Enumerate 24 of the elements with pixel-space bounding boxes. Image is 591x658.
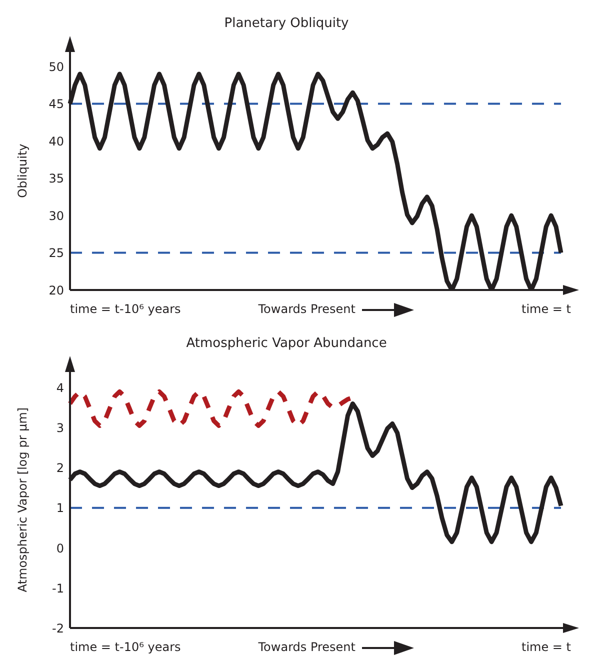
y-axis-title: Atmospheric Vapor [log pr μm]	[15, 407, 30, 592]
y-tick-label: 50	[48, 60, 64, 74]
text: Towards Present	[257, 302, 356, 316]
text: time = t	[522, 302, 572, 316]
y-tick-label: 4	[56, 381, 64, 396]
text: time = t-10⁶ years	[70, 640, 181, 654]
y-axis-title: Obliquity	[15, 144, 30, 198]
y-tick-label: 1	[56, 501, 64, 516]
y-tick-label: 3	[56, 421, 64, 436]
y-tick-label: 45	[48, 97, 64, 112]
text: time = t-10⁶ years	[70, 302, 181, 316]
y-tick-label: 30	[48, 208, 64, 223]
y-tick-label: 0	[56, 541, 64, 556]
chart-title: Atmospheric Vapor Abundance	[186, 336, 387, 352]
text: time = t	[522, 640, 572, 654]
chart-title: Planetary Obliquity	[224, 16, 350, 32]
y-tick-label: 2	[56, 461, 64, 476]
text: Towards Present	[257, 640, 356, 654]
y-tick-label: -2	[52, 621, 64, 636]
y-tick-label: -1	[52, 581, 64, 596]
y-tick-label: 20	[48, 283, 64, 298]
y-tick-label: 35	[48, 172, 64, 186]
y-tick-label: 25	[48, 246, 64, 260]
y-tick-label: 40	[48, 134, 64, 148]
